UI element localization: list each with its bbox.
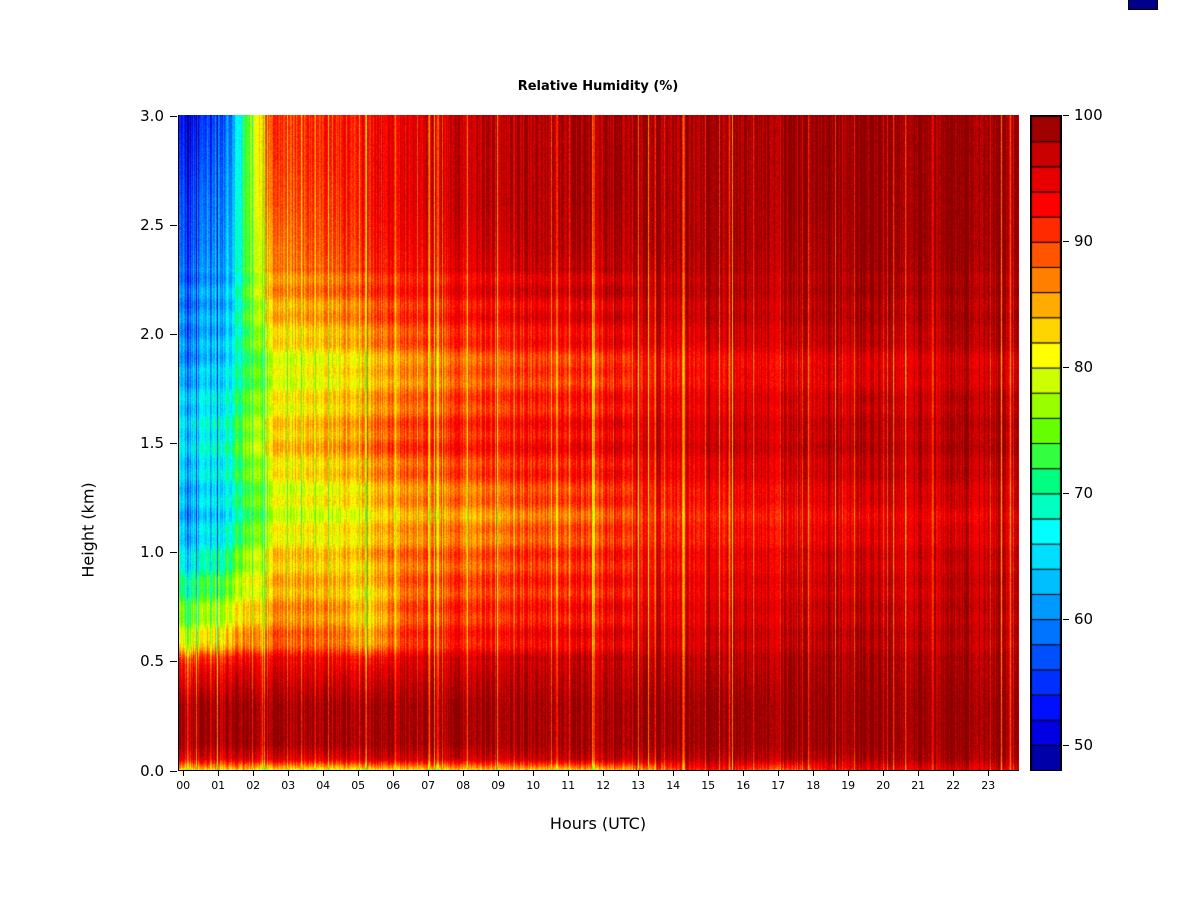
chart-title: Relative Humidity (%) — [517, 79, 679, 94]
x-tick-label: 10 — [526, 779, 541, 792]
x-tick-label: 14 — [666, 779, 681, 792]
x-tick — [218, 771, 220, 776]
x-tick — [953, 771, 955, 776]
colorbar-canvas — [1030, 115, 1062, 771]
y-tick — [170, 661, 177, 663]
x-tick — [183, 771, 185, 776]
colorbar-tick-label: 60 — [1074, 609, 1094, 628]
y-tick-label: 2.0 — [140, 324, 164, 343]
colorbar-tick — [1063, 366, 1069, 368]
x-tick — [988, 771, 990, 776]
colorbar-tick-label: 100 — [1074, 106, 1103, 124]
colorbar-tick — [1063, 744, 1069, 746]
colorbar-tick — [1063, 492, 1069, 494]
colorbar-tick-label: 90 — [1074, 231, 1094, 250]
x-tick-label: 04 — [316, 779, 331, 792]
x-tick-label: 06 — [386, 779, 401, 792]
corner-artifact — [1128, 0, 1158, 10]
y-axis-ticks: 0.0 0.5 1.0 1.5 2.0 2.5 3.0 — [0, 107, 178, 780]
x-tick-label: 15 — [701, 779, 716, 792]
x-tick — [603, 771, 605, 776]
colorbar-tick — [1063, 115, 1069, 116]
colorbar: 50 60 70 80 90 100 — [1030, 106, 1150, 771]
x-tick — [323, 771, 325, 776]
x-tick — [883, 771, 885, 776]
x-tick — [428, 771, 430, 776]
x-tick-label: 13 — [631, 779, 646, 792]
x-tick — [358, 771, 360, 776]
x-tick — [778, 771, 780, 776]
y-axis-label: Height (km) — [78, 482, 98, 578]
colorbar-tick-label: 50 — [1074, 735, 1094, 754]
x-tick — [708, 771, 710, 776]
x-tick-label: 17 — [771, 779, 786, 792]
y-tick-label: 1.0 — [140, 543, 164, 562]
x-tick-label: 12 — [596, 779, 611, 792]
x-tick-label: 02 — [246, 779, 261, 792]
y-tick — [170, 224, 177, 226]
heatmap-canvas — [179, 115, 1019, 770]
x-tick-label: 01 — [211, 779, 226, 792]
y-tick-label: 1.5 — [140, 434, 164, 452]
x-tick — [463, 771, 465, 776]
colorbar-tick — [1063, 240, 1069, 242]
x-axis-label: Hours (UTC) — [549, 814, 647, 833]
y-tick-label: 3.0 — [140, 106, 164, 125]
colorbar-tick — [1063, 618, 1069, 620]
x-tick-label: 22 — [946, 779, 961, 792]
x-tick — [393, 771, 395, 776]
x-tick-label: 18 — [806, 779, 821, 792]
x-tick-label: 23 — [981, 779, 996, 792]
y-tick-label: 2.5 — [140, 215, 164, 234]
x-tick-label: 20 — [876, 779, 891, 792]
x-tick — [848, 771, 850, 776]
x-tick — [498, 771, 500, 776]
colorbar-tick-label: 80 — [1074, 357, 1094, 376]
x-tick — [288, 771, 290, 776]
x-tick-label: 05 — [351, 779, 366, 792]
y-tick — [170, 115, 177, 117]
x-tick — [673, 771, 675, 776]
y-tick-label: 0.5 — [140, 652, 164, 671]
y-tick — [170, 552, 177, 554]
x-axis-ticks: 00 01 02 03 04 05 06 07 08 09 10 11 12 13 14 15 16 17 18 19… — [176, 771, 1019, 801]
x-tick — [813, 771, 815, 776]
y-tick-label: 0.0 — [140, 761, 164, 780]
y-tick — [170, 443, 177, 444]
x-tick-label: 08 — [456, 779, 471, 792]
x-tick-label: 03 — [281, 779, 296, 792]
x-tick-label: 09 — [491, 779, 506, 792]
plot-area — [178, 115, 1019, 771]
x-tick-label: 07 — [421, 779, 436, 792]
x-tick-label: 00 — [176, 779, 191, 792]
x-tick — [638, 771, 640, 776]
x-tick-label: 11 — [561, 779, 576, 792]
x-tick-label: 21 — [911, 779, 926, 792]
x-tick-label: 16 — [736, 779, 751, 792]
x-tick — [918, 771, 920, 776]
x-tick-label: 19 — [841, 779, 856, 792]
colorbar-tick-label: 70 — [1074, 483, 1094, 502]
x-tick — [568, 771, 570, 776]
x-tick — [533, 771, 535, 776]
y-tick — [170, 770, 177, 772]
x-tick — [743, 771, 745, 776]
y-tick — [170, 333, 177, 335]
x-tick — [253, 771, 255, 776]
